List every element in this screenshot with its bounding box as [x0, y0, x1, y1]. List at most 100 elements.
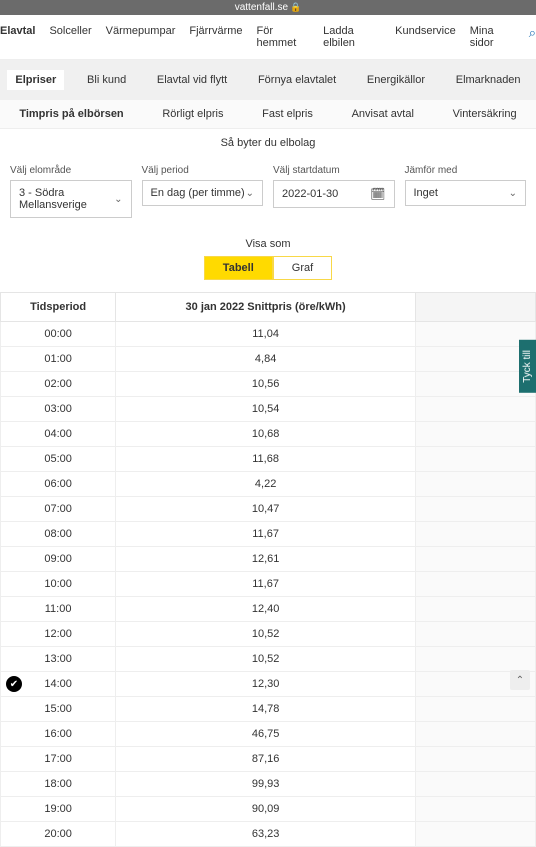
cell-time: 13:00 — [1, 647, 116, 672]
cell-blank — [416, 647, 536, 672]
cell-blank — [416, 372, 536, 397]
cell-time: 18:00 — [1, 772, 116, 797]
cell-time: 20:00 — [1, 822, 116, 847]
table-row: 03:0010,54 — [1, 397, 536, 422]
cell-blank — [416, 622, 536, 647]
topbar: vattenfall.se🔒 — [0, 0, 536, 15]
subnav2-item[interactable]: Anvisat avtal — [352, 108, 414, 120]
filter-period: Välj period En dag (per timme) ⌄ — [142, 165, 264, 218]
cell-time: 11:00 — [1, 597, 116, 622]
cell-price: 10,47 — [116, 497, 416, 522]
table-row: 11:0012,40 — [1, 597, 536, 622]
filter-startdate-value: 2022-01-30 — [282, 188, 338, 200]
table-row: 10:0011,67 — [1, 572, 536, 597]
table-row: 09:0012,61 — [1, 547, 536, 572]
table-row: 14:0012,30 — [1, 672, 536, 697]
cell-time: 17:00 — [1, 747, 116, 772]
table-row: 04:0010,68 — [1, 422, 536, 447]
price-table: Tidsperiod 30 jan 2022 Snittpris (öre/kW… — [0, 292, 536, 847]
cell-price: 10,68 — [116, 422, 416, 447]
cell-blank — [416, 497, 536, 522]
col-snittpris: 30 jan 2022 Snittpris (öre/kWh) — [116, 293, 416, 322]
cell-price: 11,67 — [116, 522, 416, 547]
subnav-item[interactable]: Elavtal vid flytt — [149, 70, 235, 90]
filter-area-select[interactable]: 3 - Södra Mellansverige ⌄ — [10, 180, 132, 218]
cell-time: 10:00 — [1, 572, 116, 597]
subnav-item[interactable]: Förnya elavtalet — [250, 70, 344, 90]
cell-price: 10,52 — [116, 622, 416, 647]
filter-startdate-input[interactable]: 2022-01-30 🗓 — [273, 180, 395, 208]
cell-time: 07:00 — [1, 497, 116, 522]
table-row: 08:0011,67 — [1, 522, 536, 547]
cell-price: 46,75 — [116, 722, 416, 747]
cell-price: 10,56 — [116, 372, 416, 397]
filter-period-select[interactable]: En dag (per timme) ⌄ — [142, 180, 264, 206]
toggle-tabell[interactable]: Tabell — [204, 256, 273, 280]
cell-price: 12,30 — [116, 672, 416, 697]
subnav2-item[interactable]: Timpris på elbörsen — [19, 108, 123, 120]
subnav2-item[interactable]: Rörligt elpris — [162, 108, 223, 120]
mainnav-item[interactable]: Fjärrvärme — [189, 25, 242, 49]
filters-row: Välj elområde 3 - Södra Mellansverige ⌄ … — [0, 157, 536, 226]
search-icon[interactable]: ⌕ — [529, 25, 536, 49]
cell-time: 04:00 — [1, 422, 116, 447]
cell-price: 63,23 — [116, 822, 416, 847]
subnav-item[interactable]: Elmarknaden — [448, 70, 529, 90]
chevron-down-icon: ⌄ — [114, 194, 122, 205]
cell-price: 99,93 — [116, 772, 416, 797]
table-row: 12:0010,52 — [1, 622, 536, 647]
subnav2-item[interactable]: Vintersäkring — [453, 108, 517, 120]
subnav2-item[interactable]: Fast elpris — [262, 108, 313, 120]
cell-time: 16:00 — [1, 722, 116, 747]
toggle-graf[interactable]: Graf — [273, 256, 332, 280]
filter-compare-label: Jämför med — [405, 165, 527, 176]
cell-blank — [416, 472, 536, 497]
cell-time: 02:00 — [1, 372, 116, 397]
mainnav-item[interactable]: Ladda elbilen — [323, 25, 381, 49]
scroll-top-button[interactable]: ⌃ — [510, 670, 530, 690]
filter-compare-value: Inget — [414, 187, 438, 199]
cell-blank — [416, 697, 536, 722]
mainnav-item[interactable]: Elavtal — [0, 25, 35, 49]
topbar-domain: vattenfall.se — [235, 2, 288, 13]
table-row: 13:0010,52 — [1, 647, 536, 672]
table-row: 07:0010,47 — [1, 497, 536, 522]
cell-price: 87,16 — [116, 747, 416, 772]
cell-blank — [416, 572, 536, 597]
feedback-tab[interactable]: Tyck till — [519, 340, 536, 393]
cell-time: 05:00 — [1, 447, 116, 472]
cell-price: 10,54 — [116, 397, 416, 422]
cell-blank — [416, 522, 536, 547]
cell-price: 4,84 — [116, 347, 416, 372]
filter-area-label: Välj elområde — [10, 165, 132, 176]
table-row: 19:0090,09 — [1, 797, 536, 822]
filter-period-label: Välj period — [142, 165, 264, 176]
cell-blank — [416, 822, 536, 847]
cell-blank — [416, 322, 536, 347]
cell-time: 00:00 — [1, 322, 116, 347]
table-row: 17:0087,16 — [1, 747, 536, 772]
cell-time: 12:00 — [1, 622, 116, 647]
chevron-down-icon: ⌄ — [509, 188, 517, 199]
mainnav-item[interactable]: Solceller — [49, 25, 91, 49]
subnav-item[interactable]: Energikällor — [359, 70, 433, 90]
mainnav-item[interactable]: Värmepumpar — [106, 25, 176, 49]
mainnav-item[interactable]: Mina sidor — [470, 25, 515, 49]
cell-time: 06:00 — [1, 472, 116, 497]
lock-icon: 🔒 — [290, 2, 301, 12]
cookie-badge-icon[interactable]: ✔ — [6, 676, 22, 692]
cell-price: 11,67 — [116, 572, 416, 597]
cell-blank — [416, 597, 536, 622]
cell-price: 14,78 — [116, 697, 416, 722]
cell-time: 09:00 — [1, 547, 116, 572]
cell-time: 08:00 — [1, 522, 116, 547]
cell-time: 15:00 — [1, 697, 116, 722]
mainnav-item[interactable]: För hemmet — [257, 25, 310, 49]
mainnav-item[interactable]: Kundservice — [395, 25, 456, 49]
switch-supplier-link[interactable]: Så byter du elbolag — [0, 129, 536, 157]
filter-compare-select[interactable]: Inget ⌄ — [405, 180, 527, 206]
cell-blank — [416, 722, 536, 747]
cell-time: 19:00 — [1, 797, 116, 822]
subnav-item[interactable]: Bli kund — [79, 70, 134, 90]
subnav-item[interactable]: Elpriser — [7, 70, 64, 90]
